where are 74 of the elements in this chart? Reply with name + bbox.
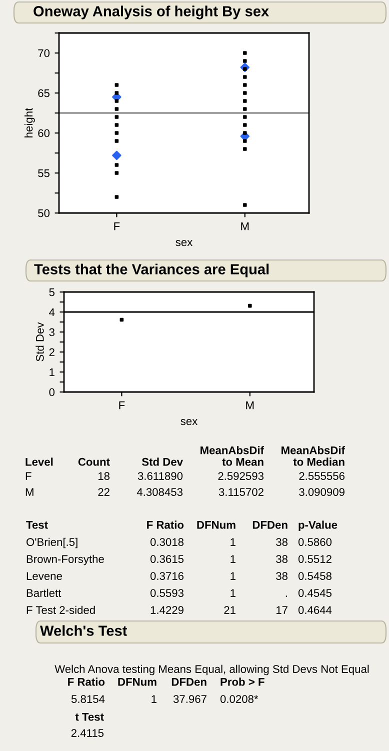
text: 1 xyxy=(230,538,236,546)
text: MeanAbsDif to Mean xyxy=(200,446,264,466)
text: 0.5593 xyxy=(150,589,184,597)
text: Count xyxy=(78,458,110,466)
text: 37.967 xyxy=(173,695,206,703)
y-tick-label: 55 xyxy=(38,169,50,178)
text: M xyxy=(26,488,34,496)
text: DFDen xyxy=(172,678,206,686)
text: Bartlett xyxy=(26,588,62,597)
y-tick-label: 4 xyxy=(49,308,55,316)
y-tick-label: 60 xyxy=(38,129,50,138)
text: 38 xyxy=(276,572,288,580)
text: 2.592593 xyxy=(218,472,264,480)
text: 0.0208* xyxy=(220,695,258,703)
text: F Ratio xyxy=(147,520,184,529)
x-axis-title: sex xyxy=(180,419,198,426)
y-tick-label: 0 xyxy=(49,388,55,396)
text: DFDen xyxy=(252,521,288,529)
y-tick-label: 1 xyxy=(50,368,54,376)
text: Brown-Forsythe xyxy=(26,554,104,566)
text: Levene xyxy=(26,572,62,580)
text: 1 xyxy=(152,695,156,703)
text: 4.308453 xyxy=(136,488,183,496)
text: p-Value xyxy=(298,520,338,531)
y-axis-title: Std Dev xyxy=(36,322,44,362)
y-tick-label: 5 xyxy=(49,288,55,296)
text: Welch Anova testing Means Equal, allowing Std Devs Not Equal xyxy=(54,664,369,676)
y-axis-title: height xyxy=(24,108,35,138)
text: 0.3716 xyxy=(150,572,184,580)
text: . xyxy=(286,596,287,597)
text: 2.555556 xyxy=(299,472,345,480)
text: 17 xyxy=(276,606,288,614)
text: 22 xyxy=(98,488,110,496)
text: 1 xyxy=(230,555,236,563)
text: Std Dev xyxy=(142,458,183,466)
text: 18 xyxy=(98,472,110,480)
chart-title: Tests that the Variances are Equal xyxy=(34,264,269,278)
text: 1 xyxy=(230,572,236,580)
text: Welch's Test xyxy=(40,625,128,636)
text: 3.611890 xyxy=(138,472,183,480)
text: Test xyxy=(26,521,48,529)
y-tick-label: 3 xyxy=(49,328,54,336)
text: 0.5512 xyxy=(298,555,332,563)
text: 0.4545 xyxy=(298,589,332,597)
text: MeanAbsDif to Median xyxy=(282,446,346,466)
text: DFNum xyxy=(197,521,236,529)
text: Prob > F xyxy=(220,678,264,686)
text: 0.5458 xyxy=(298,572,332,580)
text: 3.115702 xyxy=(218,488,264,496)
y-tick-label: 65 xyxy=(38,89,50,98)
text: 21 xyxy=(224,606,236,614)
text: F Test 2-sided xyxy=(26,606,95,614)
text: F xyxy=(26,472,32,480)
text: 1.4229 xyxy=(150,606,184,614)
text: 0.5860 xyxy=(298,538,332,546)
text: 38 xyxy=(276,555,288,563)
x-axis-title: sex xyxy=(176,240,193,246)
text: 5.8154 xyxy=(71,695,105,703)
text: 0.4644 xyxy=(298,606,332,614)
text: t Test xyxy=(75,713,104,721)
text: O'Brien[.5] xyxy=(26,538,78,548)
text: DFNum xyxy=(118,678,156,686)
y-tick-label: 70 xyxy=(38,49,50,58)
text: F Ratio xyxy=(68,678,105,686)
y-tick-label: 2 xyxy=(49,348,54,356)
chart-title: Oneway Analysis of height By sex xyxy=(34,6,269,20)
text: 0.3615 xyxy=(150,555,184,563)
text: 3.090909 xyxy=(299,488,344,496)
y-tick-label: 50 xyxy=(38,209,50,218)
text: 2.4115 xyxy=(71,729,104,737)
text: 1 xyxy=(230,589,236,597)
text: 38 xyxy=(276,538,288,546)
text: 0.3018 xyxy=(150,538,184,546)
text: Level xyxy=(26,458,53,466)
